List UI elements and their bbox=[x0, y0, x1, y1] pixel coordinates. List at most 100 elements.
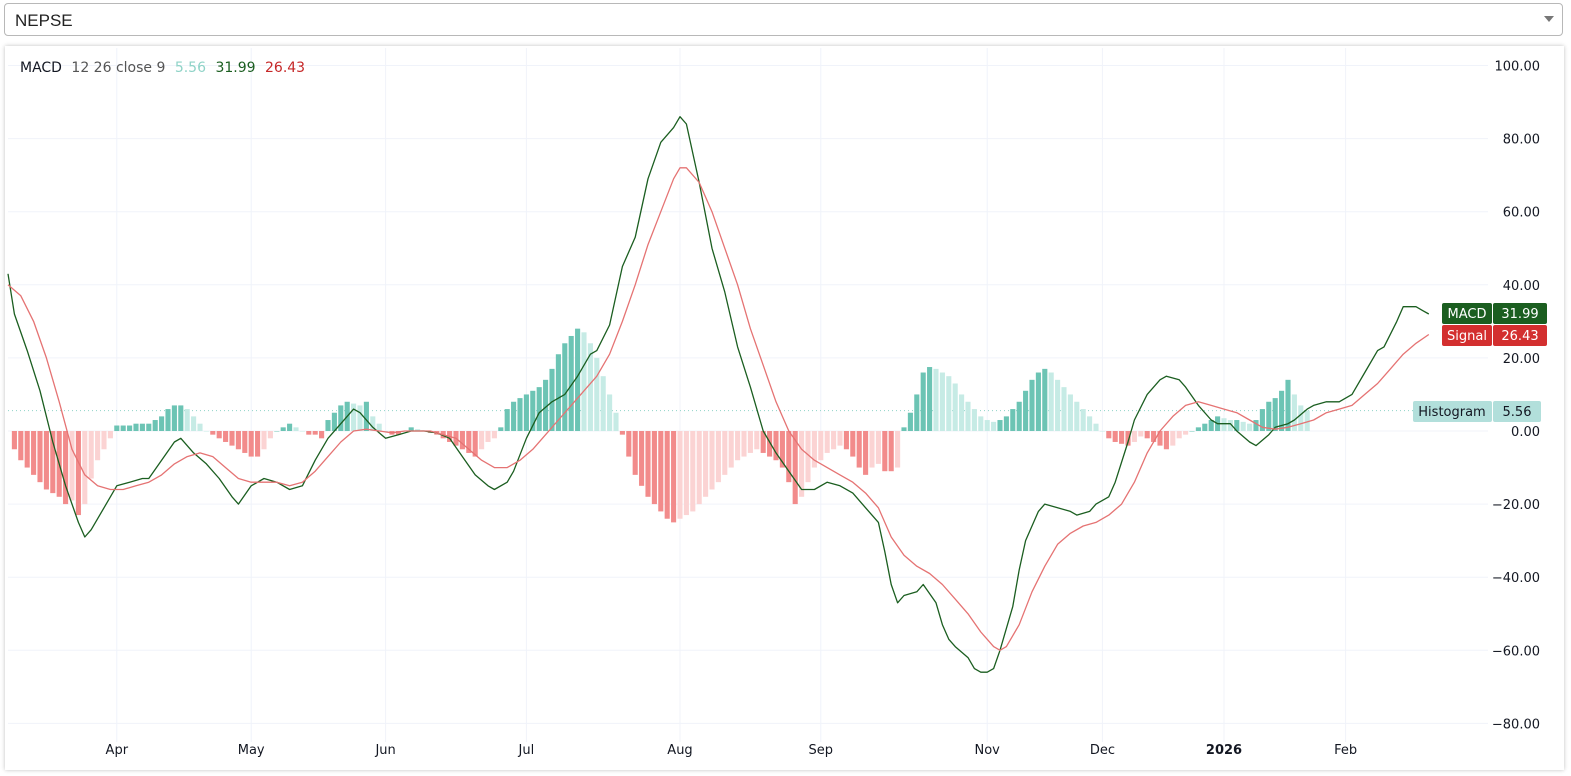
chart-panel[interactable] bbox=[5, 46, 1564, 770]
histogram-bar bbox=[255, 431, 261, 457]
histogram-bar bbox=[331, 412, 337, 431]
histogram-bar bbox=[1010, 409, 1016, 431]
histogram-bar bbox=[216, 431, 222, 439]
histogram-bar bbox=[517, 398, 523, 431]
histogram-bar bbox=[101, 431, 107, 450]
histogram-bar bbox=[882, 431, 888, 472]
x-tick-label: Dec bbox=[1090, 743, 1115, 758]
histogram-bar bbox=[504, 409, 510, 431]
histogram-bar bbox=[703, 431, 709, 497]
histogram-bar bbox=[63, 431, 69, 505]
histogram-bar bbox=[645, 431, 651, 497]
histogram-bar bbox=[850, 431, 856, 457]
histogram-bar bbox=[690, 431, 696, 512]
histogram-bar bbox=[491, 431, 497, 439]
histogram-bar bbox=[1279, 390, 1285, 431]
histogram-bar bbox=[1195, 427, 1201, 431]
histogram-bar bbox=[50, 431, 56, 494]
histogram-badge-label: Histogram bbox=[1418, 405, 1485, 420]
histogram-bar bbox=[1106, 431, 1112, 439]
histogram-bar bbox=[107, 431, 113, 439]
histogram-bar bbox=[677, 431, 683, 519]
histogram-bar bbox=[715, 431, 721, 483]
histogram-bar bbox=[811, 431, 817, 468]
histogram-bar bbox=[184, 409, 190, 431]
macd-line bbox=[7, 116, 1430, 673]
y-tick-label: −80.00 bbox=[1492, 717, 1540, 732]
histogram-bar bbox=[728, 431, 734, 468]
histogram-bar bbox=[88, 431, 94, 479]
histogram-bar bbox=[1112, 431, 1118, 442]
histogram-bar bbox=[607, 394, 613, 431]
histogram-bar bbox=[1023, 390, 1029, 431]
histogram-bar bbox=[1016, 401, 1022, 431]
histogram-bar bbox=[1067, 394, 1073, 431]
histogram-bar bbox=[248, 431, 254, 457]
histogram-bar bbox=[127, 425, 133, 431]
histogram-bar bbox=[600, 376, 606, 431]
histogram-bar bbox=[120, 425, 126, 431]
histogram-bar bbox=[1074, 401, 1080, 431]
histogram-bar bbox=[671, 431, 677, 523]
x-tick-label: Feb bbox=[1334, 743, 1357, 758]
histogram-bar bbox=[696, 431, 702, 505]
histogram-bar bbox=[683, 431, 689, 516]
histogram-bar bbox=[1093, 423, 1099, 431]
histogram-bar bbox=[1183, 431, 1189, 435]
histogram-bar bbox=[901, 427, 907, 431]
histogram-bar bbox=[888, 431, 894, 472]
histogram-bar bbox=[779, 431, 785, 468]
histogram-bar bbox=[299, 431, 305, 432]
histogram-bar bbox=[523, 394, 529, 431]
histogram-bar bbox=[178, 405, 184, 431]
histogram-bar bbox=[472, 431, 478, 457]
histogram-bar bbox=[907, 412, 913, 431]
histogram-bar bbox=[1266, 401, 1272, 431]
y-tick-label: 100.00 bbox=[1495, 60, 1541, 75]
x-tick-label: Jun bbox=[374, 743, 395, 758]
chart-lines bbox=[7, 116, 1430, 673]
histogram-bar bbox=[485, 431, 491, 442]
histogram-bar bbox=[1099, 431, 1105, 432]
histogram-bar bbox=[267, 431, 273, 439]
histogram-bar bbox=[114, 425, 120, 431]
histogram-bar bbox=[1202, 423, 1208, 431]
legend-params: 12 26 close 9 bbox=[71, 60, 166, 76]
legend-name: MACD bbox=[20, 60, 62, 76]
histogram-bar bbox=[939, 372, 945, 431]
histogram-bar bbox=[511, 401, 517, 431]
histogram-bar bbox=[664, 431, 670, 519]
histogram-bar bbox=[1131, 431, 1137, 442]
histogram-bar bbox=[293, 427, 299, 431]
y-tick-label: 60.00 bbox=[1503, 206, 1540, 221]
histogram-bar bbox=[805, 431, 811, 483]
histogram-bar bbox=[530, 390, 536, 431]
histogram-bars bbox=[11, 328, 1310, 523]
histogram-bar bbox=[287, 423, 293, 431]
histogram-bar bbox=[165, 409, 171, 431]
histogram-bar bbox=[895, 431, 901, 468]
histogram-bar bbox=[575, 328, 581, 431]
histogram-bar bbox=[95, 431, 101, 461]
histogram-bar bbox=[927, 367, 933, 431]
histogram-bar bbox=[1298, 405, 1304, 431]
histogram-bar bbox=[549, 368, 555, 431]
histogram-bar bbox=[536, 387, 542, 431]
y-tick-label: 40.00 bbox=[1503, 279, 1540, 294]
histogram-bar bbox=[1291, 394, 1297, 431]
histogram-bar bbox=[1208, 420, 1214, 431]
histogram-bar bbox=[1042, 368, 1048, 431]
signal-line bbox=[7, 167, 1430, 651]
histogram-bar bbox=[43, 431, 49, 490]
symbol-select[interactable]: NEPSE bbox=[4, 3, 1563, 36]
histogram-bar bbox=[965, 401, 971, 431]
histogram-bar bbox=[1138, 431, 1144, 437]
histogram-bar bbox=[984, 420, 990, 431]
histogram-bar bbox=[786, 431, 792, 483]
histogram-bar bbox=[824, 431, 830, 453]
indicator-legend: MACD 12 26 close 9 5.56 31.99 26.43 bbox=[20, 60, 310, 76]
histogram-bar bbox=[773, 431, 779, 461]
histogram-bar bbox=[319, 431, 325, 439]
histogram-bar bbox=[1144, 431, 1150, 439]
